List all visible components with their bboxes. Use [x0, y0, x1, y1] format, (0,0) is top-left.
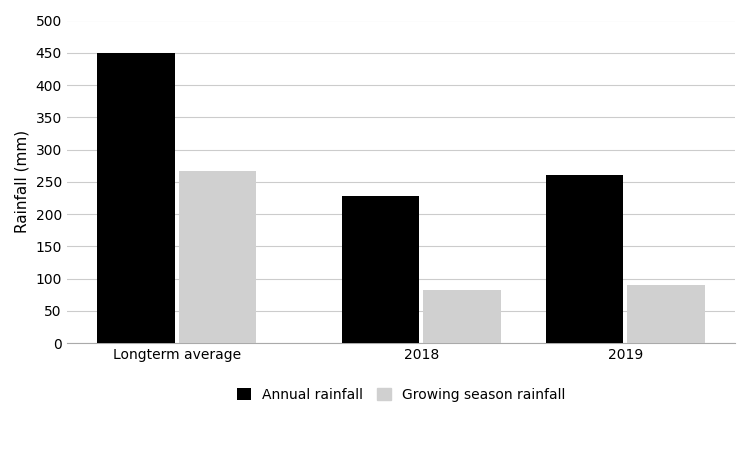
- Legend: Annual rainfall, Growing season rainfall: Annual rainfall, Growing season rainfall: [231, 382, 571, 407]
- Bar: [546, 176, 623, 343]
- Bar: [178, 171, 256, 343]
- Y-axis label: Rainfall (mm): Rainfall (mm): [15, 130, 30, 234]
- Bar: [627, 285, 705, 343]
- Bar: [98, 53, 175, 343]
- Bar: [342, 196, 419, 343]
- Bar: [423, 290, 501, 343]
